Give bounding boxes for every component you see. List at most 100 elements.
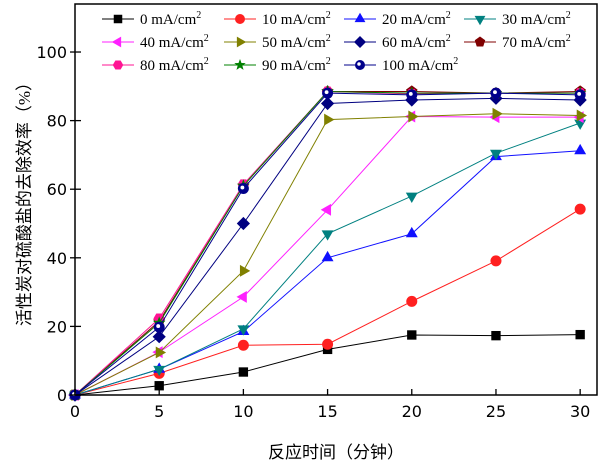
legend-label-superscript: 2 <box>446 10 451 21</box>
legend-label-text: 30 mA/cm <box>502 12 566 28</box>
legend-label-superscript: 2 <box>326 56 331 67</box>
marker-square <box>575 329 585 340</box>
legend-entry: 10 mA/cm2 <box>224 10 331 28</box>
x-tick-label: 30 <box>570 402 590 421</box>
legend-label-superscript: 2 <box>326 33 331 44</box>
legend-entry: 50 mA/cm2 <box>224 33 331 51</box>
marker-square <box>113 14 123 24</box>
x-tick-label: 25 <box>486 402 506 421</box>
legend-entry: 70 mA/cm2 <box>464 33 571 51</box>
marker-diamond <box>236 216 250 231</box>
legend-label: 30 mA/cm2 <box>502 10 571 28</box>
legend-label-superscript: 2 <box>566 10 571 21</box>
marker-dot <box>408 91 413 96</box>
marker-triangle-down <box>490 149 502 161</box>
legend-label-superscript: 2 <box>453 56 458 67</box>
marker-triangle-left <box>111 36 122 48</box>
legend-label: 0 mA/cm2 <box>140 10 201 28</box>
marker-circle <box>235 14 245 24</box>
marker-pentagon <box>474 36 486 47</box>
legend-entry: 30 mA/cm2 <box>464 10 571 28</box>
marker-circle <box>237 339 249 351</box>
marker-dot <box>357 62 361 66</box>
marker-triangle-up <box>321 250 334 262</box>
marker-circle <box>406 295 418 307</box>
marker-diamond <box>320 96 335 111</box>
legend-label-text: 60 mA/cm <box>382 35 446 51</box>
legend-label: 60 mA/cm2 <box>382 33 451 51</box>
legend-label-superscript: 2 <box>326 10 331 21</box>
marker-square <box>154 381 164 391</box>
legend-label-text: 10 mA/cm <box>262 12 326 28</box>
marker-triangle-down <box>237 325 250 336</box>
legend-entry: 60 mA/cm2 <box>344 33 451 51</box>
plot-marks <box>68 84 588 402</box>
legend-label-text: 90 mA/cm <box>262 58 326 74</box>
x-tick-label: 5 <box>154 402 164 421</box>
marker-triangle-down <box>474 15 486 26</box>
marker-square <box>407 330 417 340</box>
marker-star <box>234 59 246 70</box>
marker-triangle-up <box>405 226 418 238</box>
marker-triangle-up <box>574 143 587 155</box>
legend-label: 20 mA/cm2 <box>382 10 451 28</box>
marker-circle <box>490 255 502 267</box>
marker-circle <box>574 203 586 215</box>
marker-dot <box>156 324 161 329</box>
marker-square <box>491 330 501 341</box>
series-6 <box>68 91 587 402</box>
legend-label-text: 50 mA/cm <box>262 35 326 51</box>
marker-triangle-right <box>236 36 247 48</box>
legend-label-superscript: 2 <box>204 56 209 67</box>
y-axis-label: 活性炭对硫酸盐的去除效率（%） <box>15 74 34 326</box>
legend-label-text: 100 mA/cm <box>382 58 454 74</box>
axes: 0 5 10 15 20 25 30 0 20 40 60 80 100 <box>36 43 590 421</box>
marker-triangle-right <box>324 113 335 126</box>
x-tick-label: 10 <box>233 402 253 421</box>
x-tick-label: 0 <box>70 402 80 421</box>
y-tick-label: 0 <box>57 386 67 405</box>
x-tick-label: 15 <box>317 402 337 421</box>
x-axis-label: 反应时间（分钟） <box>268 443 404 462</box>
marker-triangle-right <box>408 110 419 123</box>
legend-entry: 0 mA/cm2 <box>102 10 201 28</box>
marker-diamond <box>354 36 366 48</box>
legend-label: 50 mA/cm2 <box>262 33 331 51</box>
legend-entry: 20 mA/cm2 <box>344 10 451 28</box>
series-2 <box>69 143 587 399</box>
marker-triangle-up <box>354 12 366 23</box>
series-10 <box>69 87 586 401</box>
legend-label-superscript: 2 <box>204 33 209 44</box>
legend-label: 40 mA/cm2 <box>140 33 209 51</box>
legend-label-text: 80 mA/cm <box>140 58 204 74</box>
y-tick-label: 60 <box>47 180 67 199</box>
marker-triangle-down <box>405 192 418 203</box>
legend-label-superscript: 2 <box>566 33 571 44</box>
legend-label: 70 mA/cm2 <box>502 33 571 51</box>
marker-triangle-down <box>153 365 166 377</box>
marker-triangle-right <box>239 264 251 277</box>
marker-dot <box>240 185 245 190</box>
y-tick-label: 40 <box>47 249 67 268</box>
series-line <box>74 150 581 396</box>
legend-entry: 40 mA/cm2 <box>102 33 209 51</box>
legend-label-text: 20 mA/cm <box>382 12 446 28</box>
plot-frame <box>74 3 598 396</box>
y-tick-label: 80 <box>47 112 67 131</box>
marker-dot <box>577 91 582 96</box>
legend-label-text: 0 mA/cm <box>140 12 197 28</box>
marker-hexagon <box>112 60 124 70</box>
legend-entry: 90 mA/cm2 <box>224 56 331 74</box>
marker-circle <box>322 338 334 350</box>
legend-label: 80 mA/cm2 <box>140 56 209 74</box>
marker-triangle-right <box>155 346 167 359</box>
legend-entry: 80 mA/cm2 <box>102 56 209 74</box>
marker-triangle-left <box>236 290 247 303</box>
marker-diamond <box>152 330 166 344</box>
legend-entry: 100 mA/cm2 <box>344 56 458 74</box>
x-tick-label: 20 <box>402 402 422 421</box>
marker-dot <box>493 90 497 95</box>
marker-triangle-right <box>492 107 503 120</box>
